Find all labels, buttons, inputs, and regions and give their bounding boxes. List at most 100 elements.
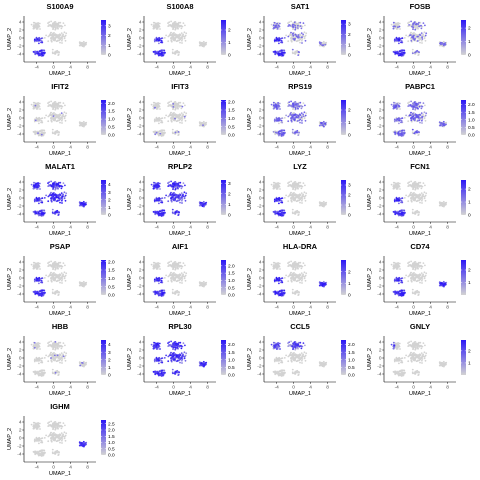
cell-point [170,20,173,23]
cell-point [170,180,173,183]
cell-point [169,193,172,195]
colorbar [341,100,346,135]
cell-point [177,194,180,197]
cell-point [422,102,425,104]
cell-point [398,105,400,107]
cell-point [184,24,186,27]
colorbar-label: 0.5 [228,124,235,130]
cell-point [415,131,418,134]
cell-point [33,21,36,24]
cell-point [154,133,157,136]
cell-point [47,40,50,43]
cell-point [294,131,296,134]
cell-point [281,117,284,119]
cell-point [174,211,177,214]
cell-point [285,34,287,37]
cell-point [62,102,65,104]
cell-point [37,22,39,24]
cell-point [47,182,49,185]
cell-point [421,119,423,122]
cell-point [179,25,182,27]
cell-point [179,21,182,24]
cell-point [304,114,307,117]
points-layer [30,180,88,217]
cell-point [397,117,400,119]
cell-point [421,122,423,124]
cell-point [53,106,55,109]
cell-point [273,181,276,184]
colorbar-label: 1 [348,42,351,48]
cell-point [397,22,399,24]
cell-point [423,111,426,114]
cell-point [163,129,166,132]
cell-point [202,44,205,47]
cell-point [277,186,280,188]
cell-point [280,133,283,136]
cell-point [294,181,297,183]
cell-point [283,129,286,132]
cell-point [416,35,419,38]
cell-point [43,37,46,39]
cell-point [293,198,296,201]
cell-point [300,32,303,34]
colorbar [341,20,346,55]
cell-point [36,28,39,30]
y-tick-label: 4 [379,100,382,106]
cell-point [177,214,180,217]
cell-point [290,119,293,122]
cell-point [61,25,64,28]
cell-point [297,24,299,27]
cell-point [50,31,52,34]
cell-point [33,185,35,187]
cell-point [296,209,299,212]
cell-point [60,117,63,120]
cell-point [159,188,161,190]
cell-point [55,36,58,38]
cell-point [155,211,157,214]
cell-point [157,22,160,24]
cell-point [172,22,174,25]
x-tick-label: 4 [69,145,72,151]
cell-point [59,201,61,204]
cell-point [80,123,82,126]
cell-point [292,26,294,29]
cell-point [440,122,442,124]
x-tick-label: -4 [395,145,400,151]
cell-point [200,123,202,126]
cell-point [53,118,56,121]
cell-point [150,23,153,26]
cell-point [301,105,304,108]
cell-point [84,43,87,46]
x-tick-label: -4 [35,65,40,71]
y-tick-label: -2 [137,204,142,210]
cell-point [298,181,300,184]
cell-point [300,27,303,30]
cell-point [410,119,413,122]
x-tick-label: 4 [429,65,432,71]
cell-point [49,105,51,107]
cell-point [294,101,297,103]
cell-point [171,128,174,131]
cell-point [304,184,306,187]
cell-point [290,36,293,39]
cell-point [65,112,68,115]
cell-point [280,52,283,55]
cell-point [57,134,60,137]
cell-point [61,35,64,38]
cell-point [421,38,424,40]
cell-point [412,24,414,26]
y-tick-label: -2 [257,44,262,50]
cell-point [407,105,410,107]
panel-title: IFIT3 [171,82,189,91]
cell-point [292,182,294,185]
colorbar [101,100,106,135]
cell-point [175,36,178,38]
cell-point [170,31,172,34]
cell-point [61,34,64,37]
cell-point [276,28,279,30]
cell-point [82,200,85,203]
panel-title: S100A9 [46,2,73,11]
cell-point [37,211,40,214]
cell-point [184,39,187,42]
cell-point [397,26,399,29]
